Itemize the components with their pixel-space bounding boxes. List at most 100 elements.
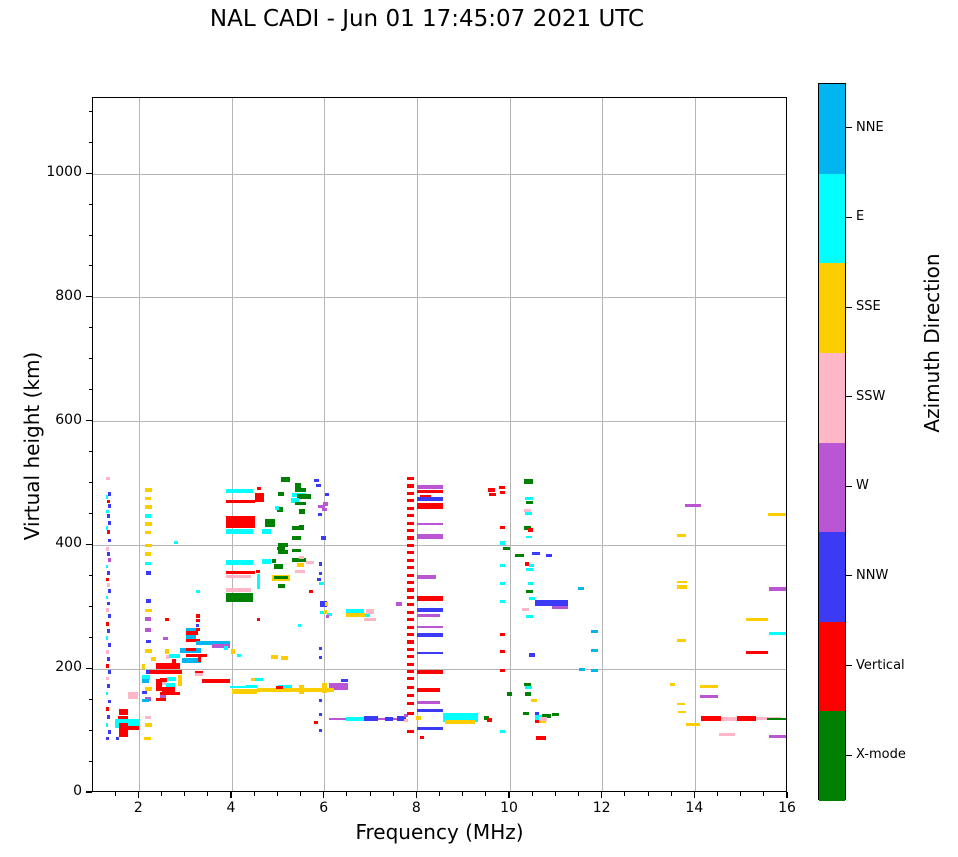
data-mark-nnw bbox=[396, 715, 406, 721]
data-mark-ssw bbox=[105, 607, 109, 612]
data-mark-ssw bbox=[299, 556, 304, 560]
x-major-tick bbox=[415, 792, 417, 798]
x-minor-tick bbox=[253, 792, 255, 796]
data-mark-x-mode bbox=[296, 494, 311, 500]
data-mark-x-mode bbox=[483, 716, 490, 720]
data-mark-ssw bbox=[521, 608, 529, 612]
y-tick-label: 400 bbox=[55, 535, 82, 552]
data-mark-e bbox=[499, 564, 506, 568]
colorbar-segment-x-mode bbox=[819, 711, 845, 801]
data-mark-nnw bbox=[107, 643, 111, 647]
data-mark-vertical bbox=[149, 669, 183, 674]
data-mark-vertical bbox=[156, 697, 166, 702]
data-mark-w bbox=[211, 643, 230, 648]
data-mark-nnw bbox=[107, 670, 111, 675]
data-mark-vertical bbox=[118, 726, 140, 730]
data-mark-w bbox=[404, 714, 409, 718]
data-mark-vertical bbox=[201, 678, 230, 684]
data-mark-e bbox=[105, 635, 109, 640]
data-mark-vertical bbox=[407, 506, 414, 510]
y-minor-tick bbox=[88, 141, 92, 143]
data-mark-nnw bbox=[318, 647, 323, 651]
data-mark-e bbox=[169, 654, 180, 659]
y-minor-tick bbox=[88, 110, 92, 112]
data-mark-w bbox=[107, 558, 111, 563]
data-mark-e bbox=[225, 488, 253, 494]
x-tick-label: 8 bbox=[411, 800, 421, 816]
data-mark-ssw bbox=[366, 608, 375, 614]
data-mark-vertical bbox=[486, 718, 493, 722]
gridline-vertical bbox=[324, 98, 326, 791]
data-mark-nnw bbox=[314, 478, 320, 482]
x-tick-label: 12 bbox=[592, 800, 611, 816]
data-mark-w bbox=[685, 503, 702, 507]
y-minor-tick bbox=[88, 636, 92, 638]
data-mark-e bbox=[297, 624, 302, 628]
data-mark-vertical bbox=[118, 722, 129, 726]
y-major-tick bbox=[86, 296, 92, 298]
gridline-vertical bbox=[509, 98, 511, 791]
data-mark-nnw bbox=[324, 493, 330, 497]
data-mark-nnw bbox=[107, 699, 111, 704]
data-mark-sse bbox=[538, 718, 547, 723]
data-mark-e bbox=[105, 564, 109, 569]
data-mark-e bbox=[526, 568, 534, 572]
data-mark-nnw bbox=[546, 553, 552, 557]
data-mark-ssw bbox=[225, 574, 251, 578]
x-tick-label: 10 bbox=[500, 800, 518, 816]
data-mark-w bbox=[699, 694, 719, 699]
colorbar-tick bbox=[846, 754, 852, 756]
data-mark-vertical bbox=[407, 640, 414, 644]
y-minor-tick bbox=[88, 265, 92, 267]
data-mark-sse bbox=[150, 656, 156, 661]
data-mark-vertical bbox=[276, 686, 283, 690]
data-mark-sse bbox=[144, 723, 152, 727]
data-mark-vertical bbox=[225, 571, 256, 575]
data-mark-ssw bbox=[105, 676, 109, 681]
y-major-tick bbox=[86, 172, 92, 174]
x-tick-label: 16 bbox=[778, 800, 796, 816]
data-mark-e bbox=[364, 613, 370, 618]
data-mark-x-mode bbox=[526, 590, 534, 594]
data-mark-e bbox=[526, 615, 534, 619]
x-minor-tick bbox=[207, 792, 209, 796]
data-mark-vertical bbox=[407, 610, 414, 614]
data-mark-w bbox=[417, 484, 443, 489]
data-mark-vertical bbox=[160, 691, 180, 696]
gridline-vertical bbox=[138, 98, 140, 791]
data-mark-vertical bbox=[197, 657, 201, 663]
data-mark-w bbox=[323, 502, 328, 506]
data-mark-vertical bbox=[407, 595, 414, 599]
data-mark-nne bbox=[590, 649, 599, 653]
data-mark-vertical bbox=[417, 670, 443, 675]
data-mark-nnw bbox=[106, 657, 110, 662]
y-minor-tick bbox=[88, 605, 92, 607]
gridline-horizontal bbox=[93, 544, 786, 546]
data-mark-sse bbox=[164, 649, 169, 655]
data-mark-vertical bbox=[407, 618, 414, 622]
x-axis-label: Frequency (MHz) bbox=[355, 820, 524, 844]
x-minor-tick bbox=[276, 792, 278, 796]
y-minor-tick bbox=[88, 358, 92, 360]
data-mark-e bbox=[769, 631, 786, 635]
data-mark-ssw bbox=[107, 583, 111, 587]
data-mark-e bbox=[525, 685, 533, 689]
data-mark-e bbox=[105, 526, 109, 530]
data-mark-vertical bbox=[195, 614, 200, 618]
data-mark-sse bbox=[144, 543, 152, 548]
data-mark-ssw bbox=[403, 718, 409, 723]
colorbar-segment-sse bbox=[819, 263, 845, 353]
data-mark-sse bbox=[530, 699, 537, 703]
data-mark-nnw bbox=[316, 483, 321, 487]
y-minor-tick bbox=[88, 760, 92, 762]
data-mark-nnw bbox=[320, 601, 327, 608]
data-mark-e bbox=[499, 541, 506, 545]
chart-title: NAL CADI - Jun 01 17:45:07 2021 UTC bbox=[209, 6, 645, 32]
colorbar-tick bbox=[846, 665, 852, 667]
data-mark-vertical bbox=[499, 668, 506, 672]
data-mark-vertical bbox=[225, 516, 256, 522]
x-major-tick bbox=[323, 792, 325, 798]
data-mark-e bbox=[142, 674, 150, 680]
data-mark-e bbox=[245, 684, 258, 688]
data-mark-vertical bbox=[160, 677, 168, 682]
